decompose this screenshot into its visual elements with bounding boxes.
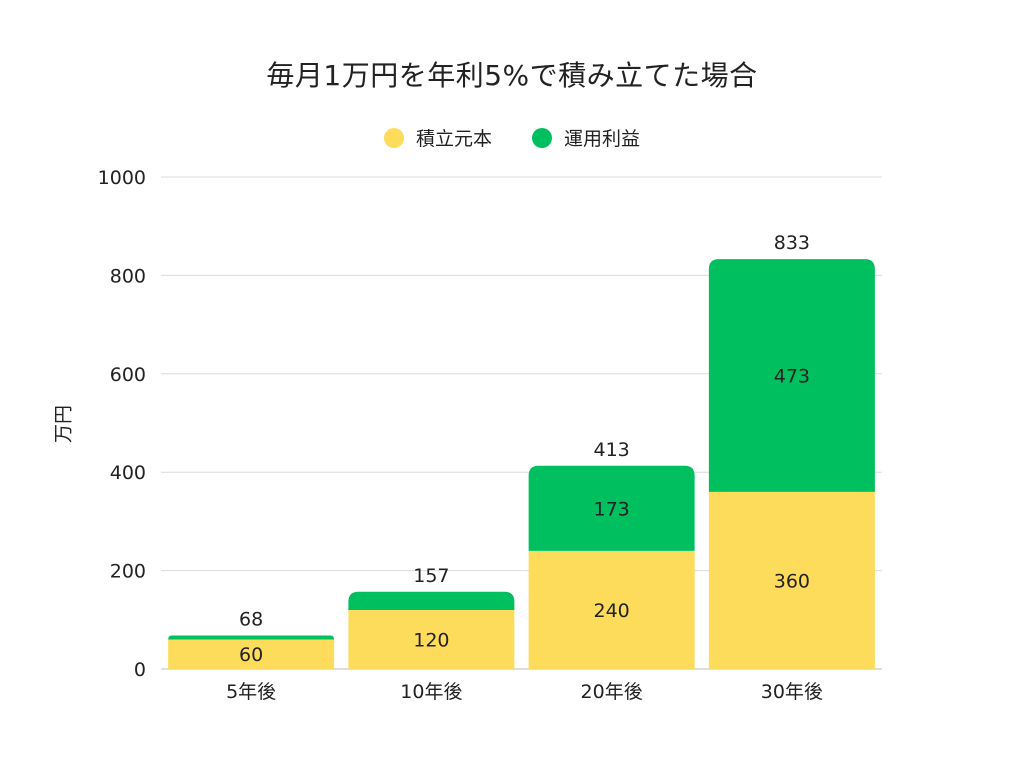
data-label: 60 [239,644,263,666]
bar-segment-profit [348,591,515,610]
bar-segment-principal [708,491,875,669]
legend-label-profit: 運用利益 [564,128,641,150]
data-label: 173 [593,498,629,520]
y-tick-label: 600 [110,364,146,386]
total-label: 157 [413,565,449,587]
bar-segment-principal [528,550,695,669]
data-label: 240 [593,600,629,622]
y-tick-label: 800 [110,265,146,287]
chart-title: 毎月1万円を年利5%で積み立てた場合 [266,59,758,92]
bar-segment-profit [168,635,335,640]
legend-item-principal: 積立元本 [383,124,492,151]
total-label: 833 [774,232,810,254]
y-tick-label: 0 [134,659,146,681]
data-label: 473 [774,366,810,388]
data-label: 120 [413,629,449,651]
legend-swatch-principal [383,127,404,148]
data-label: 360 [774,570,810,592]
legend-item-profit: 運用利益 [532,124,640,151]
bar-segment-profit [708,259,875,492]
legend: 積立元本 運用利益 [0,124,1024,151]
y-tick-label: 1000 [98,167,146,189]
bar-segment-profit [528,465,695,551]
x-tick-label: 30年後 [761,681,823,703]
legend-swatch-profit [532,127,552,148]
total-label: 68 [239,609,263,631]
bar-segment-principal [348,609,515,669]
legend-label-principal: 積立元本 [415,128,492,150]
x-tick-label: 10年後 [400,681,462,703]
x-tick-label: 5年後 [226,681,276,703]
y-tick-label: 400 [110,462,146,484]
y-tick-label: 200 [110,561,146,583]
total-label: 413 [593,439,629,461]
bar-segment-principal [168,639,335,669]
x-tick-label: 20年後 [581,681,643,703]
